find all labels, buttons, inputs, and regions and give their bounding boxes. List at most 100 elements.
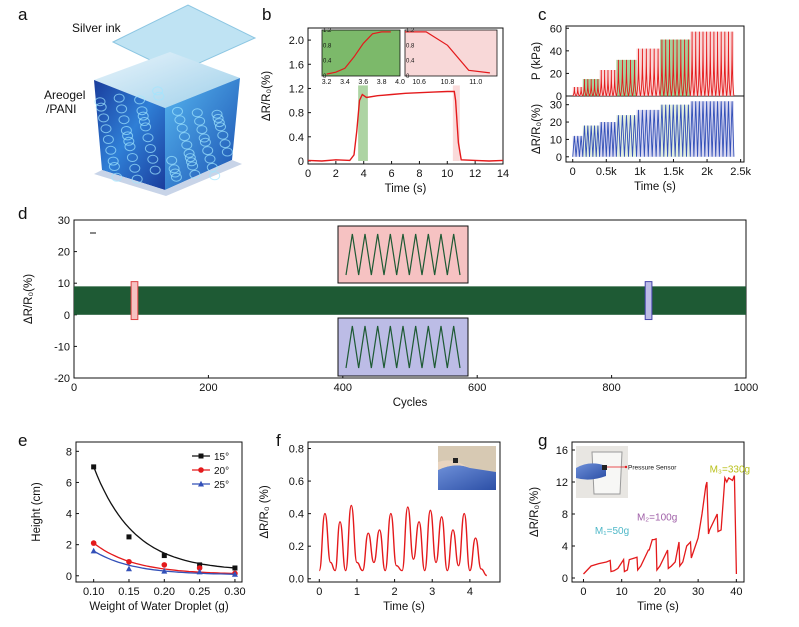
- x-tick-label: 0.15: [118, 586, 139, 598]
- pore: [189, 169, 201, 179]
- pore: [131, 174, 143, 184]
- sensor-chip: [602, 465, 607, 470]
- x-tick-label: 0.5k: [596, 166, 617, 178]
- pore: [149, 165, 161, 175]
- pore: [206, 162, 218, 172]
- inset-frame: [321, 29, 401, 77]
- legend-label: 15°: [214, 452, 229, 463]
- y-tick-label: -10: [54, 341, 70, 353]
- pore: [98, 113, 110, 123]
- pore: [219, 139, 231, 149]
- y-tick-label: 8: [562, 509, 568, 521]
- pore: [126, 153, 138, 162]
- plot-frame: [307, 27, 504, 165]
- pore: [176, 123, 188, 133]
- inset-y-tick-label: 0: [406, 74, 410, 80]
- y-axis-label: P (kPa): [531, 42, 543, 80]
- pore: [212, 113, 224, 123]
- glove: [438, 465, 496, 490]
- sensor-pointer-dot: [624, 465, 628, 469]
- panel-label-f: f: [276, 431, 281, 450]
- inset-x-tick-label: 3.2: [322, 79, 332, 86]
- pore: [144, 144, 156, 153]
- data-point: [161, 562, 168, 568]
- y-tick-label: 8: [66, 446, 72, 458]
- legend-label: 20°: [214, 466, 229, 477]
- sensor-chip: [453, 458, 458, 463]
- pressure-sensor-photo: [576, 446, 628, 498]
- x-tick-label: 1.5k: [663, 166, 684, 178]
- inset-y-tick-label: 1.2: [406, 28, 415, 34]
- y-tick-label: 0.2: [289, 541, 304, 553]
- y-axis-label: Height (cm): [31, 482, 43, 542]
- y-axis-label: ΔR/R₀(%): [531, 104, 543, 154]
- pore: [187, 161, 199, 171]
- data-point: [90, 540, 97, 546]
- x-axis-label: Time (s): [637, 601, 679, 613]
- y-axis-label: ΔR/R₀(%): [529, 487, 541, 537]
- wrist-skin: [438, 460, 470, 470]
- data-point: [161, 567, 168, 574]
- y-tick-label: 4: [66, 509, 72, 521]
- x-tick-label: 0: [580, 586, 586, 598]
- y-tick-label: 12: [556, 477, 568, 489]
- y-tick-label: 0: [64, 310, 70, 322]
- x-tick-label: 400: [334, 382, 352, 394]
- y-tick-label: 0: [298, 156, 304, 168]
- pore: [108, 162, 120, 171]
- pore: [152, 86, 164, 96]
- x-axis-label: Weight of Water Droplet (g): [89, 601, 228, 613]
- panel-label-g: g: [538, 431, 547, 450]
- inset-x-tick-label: 10.8: [441, 79, 455, 86]
- x-tick-label: 20: [654, 586, 666, 598]
- response-series: [572, 101, 735, 157]
- y-tick-label: 60: [550, 23, 562, 35]
- panel-label-c: c: [538, 5, 547, 24]
- data-point: [232, 565, 238, 571]
- y-tick-label: -20: [54, 373, 70, 385]
- pore: [116, 104, 128, 114]
- series-line: [583, 475, 738, 575]
- pore: [174, 115, 186, 125]
- data-point: [126, 558, 132, 565]
- x-tick-label: 40: [730, 586, 742, 598]
- pore: [211, 109, 223, 119]
- pore: [107, 156, 119, 166]
- inset-x-tick-label: 4.0: [395, 79, 405, 86]
- panel-label-b: b: [262, 5, 271, 24]
- chart-b: 0 2 4 6 8 10 12 14 0 0.4 0.8 1.2 1.6 2.0 Time (s) ΔR/R₀…: [261, 27, 509, 195]
- chart-e: 0.10 0.15 0.20 0.25 0.30 0 2 4 6 8 Weight of Water…: [31, 441, 246, 613]
- series-line: [318, 504, 488, 577]
- inset-x-tick-label: 3.6: [358, 79, 368, 86]
- response-step-band: [572, 135, 583, 157]
- y-tick-label: 20: [58, 247, 70, 259]
- x-tick-label: 2k: [701, 166, 713, 178]
- x-tick-label: 2.5k: [730, 166, 751, 178]
- cycle-marker: [644, 281, 653, 321]
- pore: [134, 95, 146, 105]
- pore: [100, 124, 112, 134]
- x-tick-label: 0: [316, 586, 322, 598]
- pressure-step-band: [690, 31, 734, 97]
- plot-frame: [307, 441, 501, 583]
- inset-frame: [404, 29, 498, 77]
- y-tick-label: 0.8: [289, 108, 304, 120]
- pore: [169, 168, 181, 178]
- highlight-band: [358, 85, 368, 161]
- gloved-hand: [576, 463, 606, 480]
- y-tick-label: 2.0: [289, 35, 304, 47]
- series-line: [307, 90, 504, 162]
- chart-c: 0 20 40 60 P (kPa) 0 0.5k 1k 1.5k 2k 2.5k 0 10 20 30 Ti…: [531, 23, 752, 193]
- pore: [147, 154, 159, 164]
- y-tick-label: 40: [550, 46, 562, 58]
- cycling-band: [74, 286, 746, 315]
- plot-frame: [571, 441, 745, 583]
- inset-x-tick-label: 3.8: [377, 79, 387, 86]
- x-tick-label: 0.30: [224, 586, 245, 598]
- pore: [209, 171, 221, 181]
- y-axis-label: ΔR/R₀ (%): [259, 485, 271, 539]
- pore: [122, 131, 134, 141]
- mass-annotation: M₂=100g: [637, 512, 677, 523]
- y-tick-label: 0.6: [289, 476, 304, 488]
- pore: [94, 97, 106, 107]
